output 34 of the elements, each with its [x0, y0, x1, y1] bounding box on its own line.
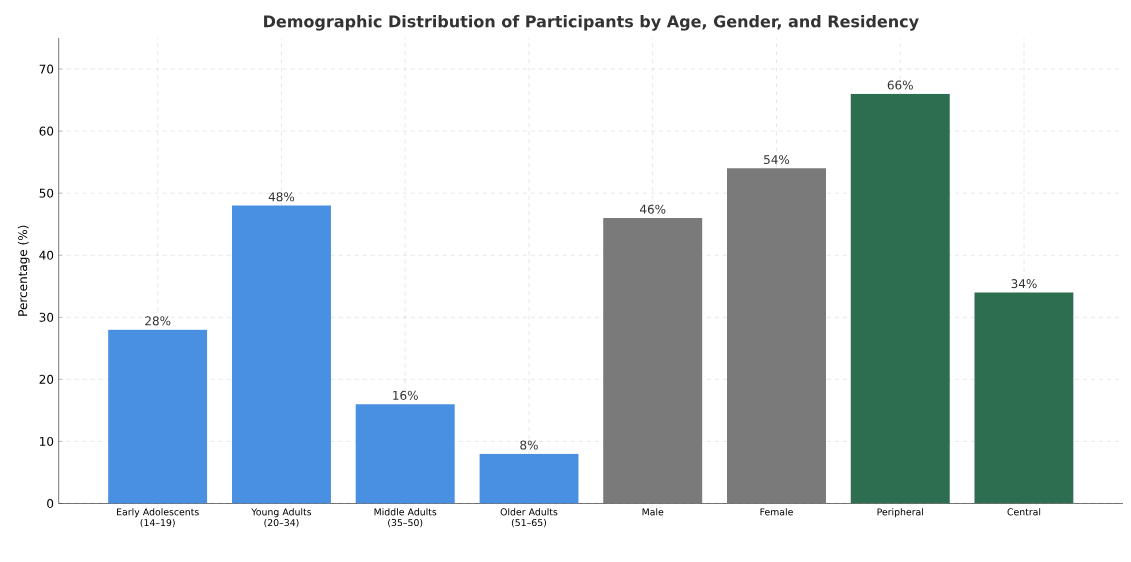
bar [231, 205, 331, 504]
y-tick-label: 20 [39, 374, 54, 384]
y-tick-label: 40 [39, 250, 54, 260]
bar [479, 453, 579, 504]
data-label: 8% [520, 440, 538, 450]
x-tick-label: Female [760, 508, 793, 516]
y-tick-label: 0 [47, 498, 54, 508]
chart-title: Demographic Distribution of Participants by Age, Gender, and Residency [264, 14, 919, 31]
bar [726, 168, 826, 504]
x-tick-label: Older Adults (51–65) [500, 508, 558, 528]
x-tick-label: Middle Adults (35–50) [374, 508, 437, 528]
x-tick-label: Male [642, 508, 664, 516]
data-label: 16% [393, 390, 418, 400]
y-tick-label: 30 [39, 312, 54, 322]
data-label: 66% [887, 80, 913, 90]
y-tick-label: 60 [39, 126, 54, 136]
bar [355, 404, 455, 504]
bar [603, 217, 703, 504]
bar [108, 329, 208, 504]
x-tick-label: Young Adults (20–34) [251, 508, 312, 528]
x-tick-label: Peripheral [877, 508, 923, 518]
x-tick-label: Early Adolescents (14–19) [117, 508, 199, 528]
bar [974, 292, 1074, 504]
x-tick-label: Central [1007, 508, 1041, 516]
data-label: 54% [764, 154, 790, 164]
y-tick-label: 10 [40, 436, 54, 446]
y-tick-label: 70 [39, 64, 54, 74]
data-label: 34% [1011, 279, 1037, 289]
data-label: 28% [145, 316, 171, 326]
data-label: 46% [639, 204, 666, 214]
bar [850, 93, 950, 504]
y-axis-title: Percentage (%) [17, 225, 30, 316]
y-tick-label: 50 [39, 188, 54, 198]
data-label: 48% [268, 192, 295, 202]
